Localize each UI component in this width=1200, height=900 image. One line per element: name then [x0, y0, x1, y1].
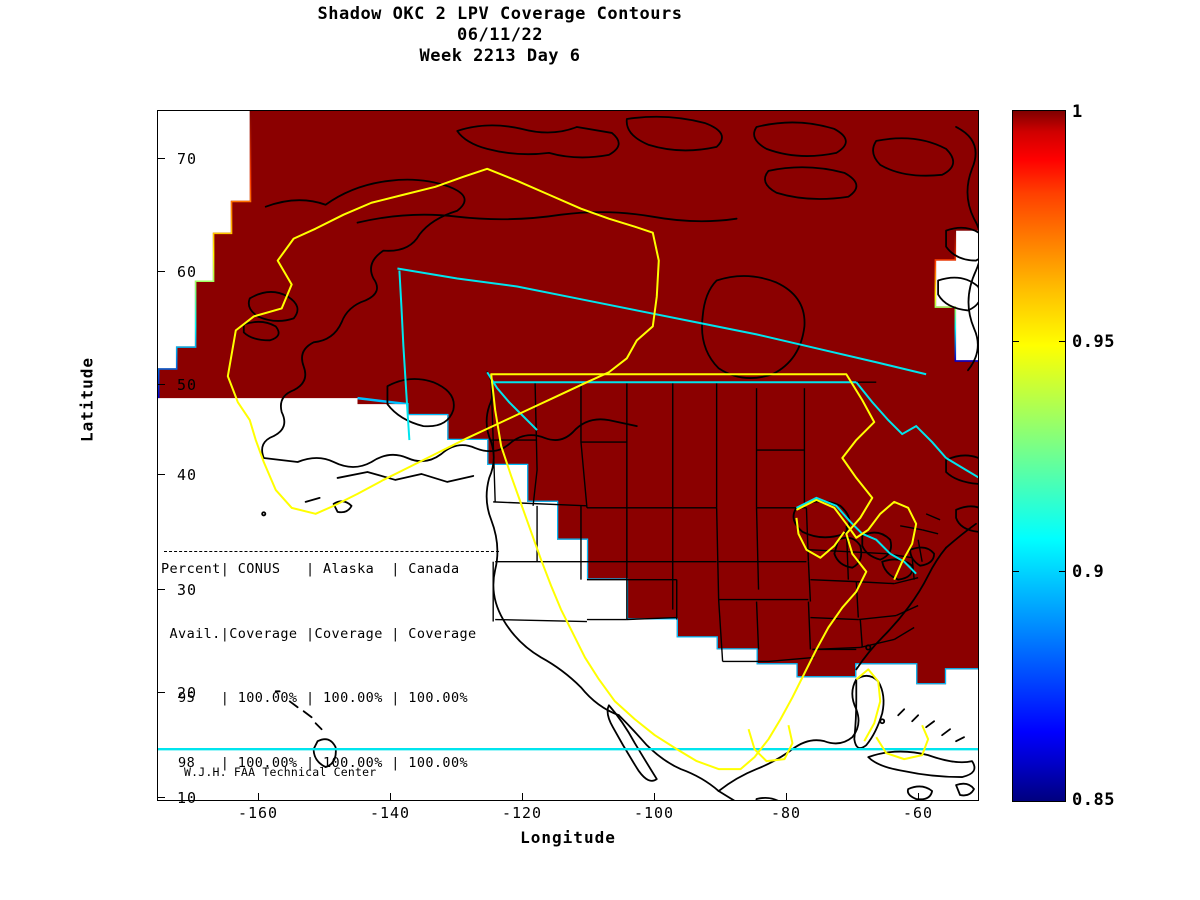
y-tick-mark-10	[157, 797, 165, 798]
y-tick-label-10: 10	[176, 789, 197, 807]
bahamas-service-detail	[875, 724, 930, 761]
x-tick-mark--80	[786, 793, 787, 801]
alaska-yukon-border	[398, 270, 411, 441]
alaska-peninsula-bay	[386, 378, 455, 428]
x-tick-label--100: -100	[633, 804, 675, 822]
coverage-map	[158, 111, 978, 800]
coverage-edge-fringe-south	[357, 396, 978, 685]
us-east-coast	[855, 546, 947, 671]
island-dot-1	[261, 511, 267, 517]
x-tick-mark--60	[918, 793, 919, 801]
y-tick-mark-60	[157, 271, 165, 272]
lake-michigan	[833, 536, 863, 569]
x-axis-label: Longitude	[520, 828, 616, 847]
bahamas	[897, 708, 965, 743]
arctic-island-4	[764, 166, 858, 200]
greenland-sw	[872, 137, 954, 177]
x-tick-mark--160	[258, 793, 259, 801]
x-tick-mark--140	[390, 793, 391, 801]
stats-table-separator	[164, 551, 499, 552]
colorbar-tick-label-0.95: 0.95	[1072, 332, 1115, 352]
y-tick-mark-30	[157, 589, 165, 590]
y-tick-mark-20	[157, 692, 165, 693]
map-plot-area: Percent| CONUS | Alaska | Canada Avail.|…	[157, 110, 979, 801]
island-dot-3	[879, 718, 886, 725]
us-canada-east-border	[855, 381, 947, 459]
colorbar-tick-mark-left-0.95	[1012, 341, 1019, 342]
colorbar-tick-label-1: 1	[1072, 102, 1083, 122]
table-row: 98 | 100.00% | 100.00% | 100.00%	[161, 754, 468, 771]
greenland-coast	[955, 126, 978, 372]
colorbar-tick-mark-left-0.9	[1012, 571, 1019, 572]
colorbar-container	[1012, 110, 1066, 802]
y-tick-label-30: 30	[176, 581, 197, 599]
aleutian-islands-west	[304, 496, 353, 514]
y-tick-mark-70	[157, 158, 165, 159]
arctic-island-3	[753, 121, 847, 157]
attribution-text: W.J.H. FAA Technical Center WAAS Test Te…	[184, 737, 377, 800]
stats-header-row-1: Percent| CONUS | Alaska | Canada	[161, 561, 460, 577]
title-line-2: 06/11/22	[457, 25, 543, 45]
baffin-island-part	[945, 226, 978, 262]
nova-scotia	[945, 505, 978, 549]
y-tick-label-60: 60	[176, 263, 197, 281]
florida-service-detail	[855, 668, 882, 742]
x-tick-label--160: -160	[237, 804, 279, 822]
alaska-island-1	[247, 291, 299, 322]
maritime-line	[945, 457, 978, 479]
alaska-island-2	[242, 320, 280, 342]
conus-service-volume	[490, 373, 876, 771]
colorbar-tick-label-0.9: 0.9	[1072, 562, 1105, 582]
us-west-coast	[485, 371, 620, 717]
y-tick-label-70: 70	[176, 150, 197, 168]
title-line-3: Week 2213 Day 6	[419, 46, 581, 66]
alaska-coast	[261, 178, 638, 468]
coverage-stats-table: Percent| CONUS | Alaska | Canada Avail.|…	[161, 516, 477, 800]
aleutian-chain	[336, 471, 475, 483]
y-tick-mark-50	[157, 384, 165, 385]
x-tick-label--140: -140	[369, 804, 411, 822]
table-row: 95 | 100.00% | 100.00% | 100.00%	[161, 690, 468, 706]
y-tick-label-50: 50	[176, 376, 197, 394]
gulf-service-detail	[747, 725, 794, 763]
x-tick-label--120: -120	[501, 804, 543, 822]
gulf-st-lawrence	[945, 454, 978, 485]
puerto-rico	[955, 782, 975, 797]
title-line-1: Shadow OKC 2 LPV Coverage Contours	[317, 4, 683, 24]
y-tick-label-40: 40	[176, 466, 197, 484]
y-axis-label: Latitude	[77, 356, 97, 443]
colorbar-tick-mark-right-0.9	[1059, 571, 1066, 572]
bc-coast-line	[486, 371, 538, 431]
hawaii-small-islands	[274, 690, 323, 731]
x-tick-mark--120	[522, 793, 523, 801]
colorbar-gradient	[1012, 110, 1066, 802]
attribution-line-1: W.J.H. FAA Technical Center	[184, 765, 377, 779]
y-tick-label-20: 20	[176, 684, 197, 702]
alaska-service-volume	[226, 167, 660, 515]
great-lakes-service-detail	[795, 498, 918, 581]
coverage-edge-fringe-east	[934, 229, 978, 362]
mexico-west-coast	[617, 714, 720, 792]
hawaii-big-island	[312, 738, 337, 768]
y-tick-mark-40	[157, 474, 165, 475]
x-tick-label--80: -80	[770, 804, 802, 822]
x-tick-mark--100	[654, 793, 655, 801]
arctic-island-1	[456, 124, 620, 159]
canada-north-coast	[356, 211, 738, 224]
baffin-island-part-2	[937, 276, 978, 312]
lake-michigan-service-detail	[795, 517, 846, 559]
x-tick-label--60: -60	[902, 804, 934, 822]
chart-title: Shadow OKC 2 LPV Coverage Contours 06/11…	[0, 4, 1000, 67]
arctic-island-2	[625, 115, 723, 152]
colorbar-tick-mark-right-0.95	[1059, 341, 1066, 342]
service-volume-contours-group	[226, 167, 930, 771]
arctic-diagonal-line	[397, 267, 927, 376]
baja-california	[606, 704, 658, 782]
colorbar-tick-label-0.85: 0.85	[1072, 790, 1115, 810]
hispaniola	[906, 785, 934, 800]
coastlines-group	[242, 115, 978, 800]
stats-header-row-2: Avail.|Coverage |Coverage | Coverage	[161, 625, 477, 642]
